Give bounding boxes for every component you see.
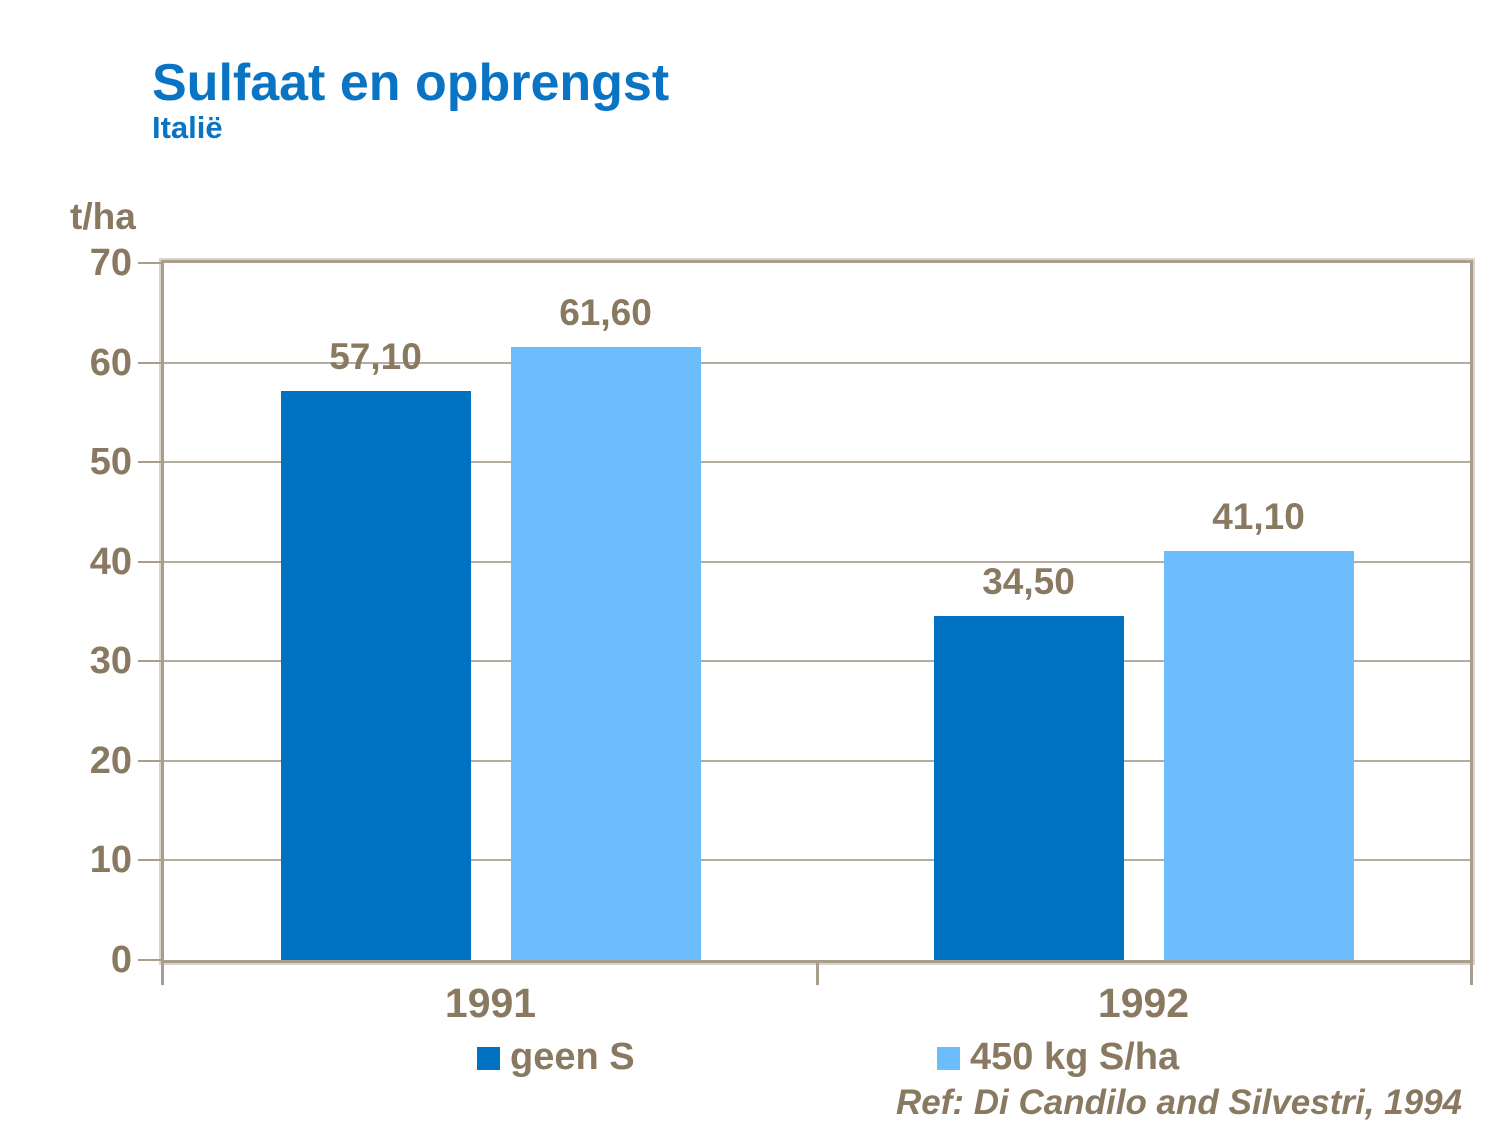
reference-text: Ref: Di Candilo and Silvestri, 1994	[896, 1083, 1462, 1122]
y-axis-tick-label: 60	[89, 341, 132, 384]
bar-1992-450-kg-S/ha	[1163, 550, 1354, 960]
bar-value-label: 41,10	[1212, 495, 1305, 537]
y-axis-tick-label: 10	[89, 839, 132, 882]
gridline	[164, 759, 1470, 762]
gridline	[164, 859, 1470, 862]
bar-1991-450-kg-S/ha	[510, 346, 701, 960]
x-axis-tick	[161, 963, 164, 985]
bar-value-label: 34,50	[982, 561, 1075, 603]
x-axis-tick	[816, 963, 819, 985]
x-axis-category-label: 1991	[444, 980, 537, 1026]
bar-1991-geen-S	[280, 391, 471, 960]
bar-value-label: 57,10	[329, 336, 422, 378]
y-axis-tick	[138, 361, 163, 364]
gridline	[164, 461, 1470, 464]
y-axis-tick-label: 40	[89, 540, 132, 583]
bar-1992-geen-S	[933, 616, 1124, 960]
y-axis-tick-label: 0	[110, 939, 132, 981]
chart-title: Sulfaat en opbrengst	[152, 54, 670, 112]
legend-swatch-icon	[477, 1047, 500, 1070]
y-axis-tick	[138, 560, 163, 563]
y-axis-unit-label: t/ha	[70, 196, 136, 237]
bar-value-label: 61,60	[559, 291, 652, 333]
gridline	[164, 361, 1470, 364]
legend-label: 450 kg S/ha	[970, 1036, 1180, 1078]
gridline	[164, 560, 1470, 563]
y-axis-tick	[138, 461, 163, 464]
y-axis-tick-label: 50	[89, 441, 132, 484]
legend-label: geen S	[510, 1036, 635, 1078]
legend-swatch-icon	[937, 1047, 960, 1070]
x-axis-category-label: 1992	[1097, 980, 1190, 1026]
y-axis-tick	[138, 262, 163, 264]
y-axis-tick	[138, 959, 163, 961]
y-axis-tick	[138, 660, 163, 663]
gridline	[164, 660, 1470, 663]
x-axis-tick	[1470, 963, 1473, 985]
y-axis-tick-label: 20	[89, 739, 132, 782]
chart-subtitle: Italië	[152, 110, 223, 145]
y-axis-tick-label: 70	[89, 242, 132, 284]
y-axis-tick	[138, 759, 163, 762]
y-axis-tick	[138, 859, 163, 862]
y-axis-tick-label: 30	[89, 640, 132, 683]
